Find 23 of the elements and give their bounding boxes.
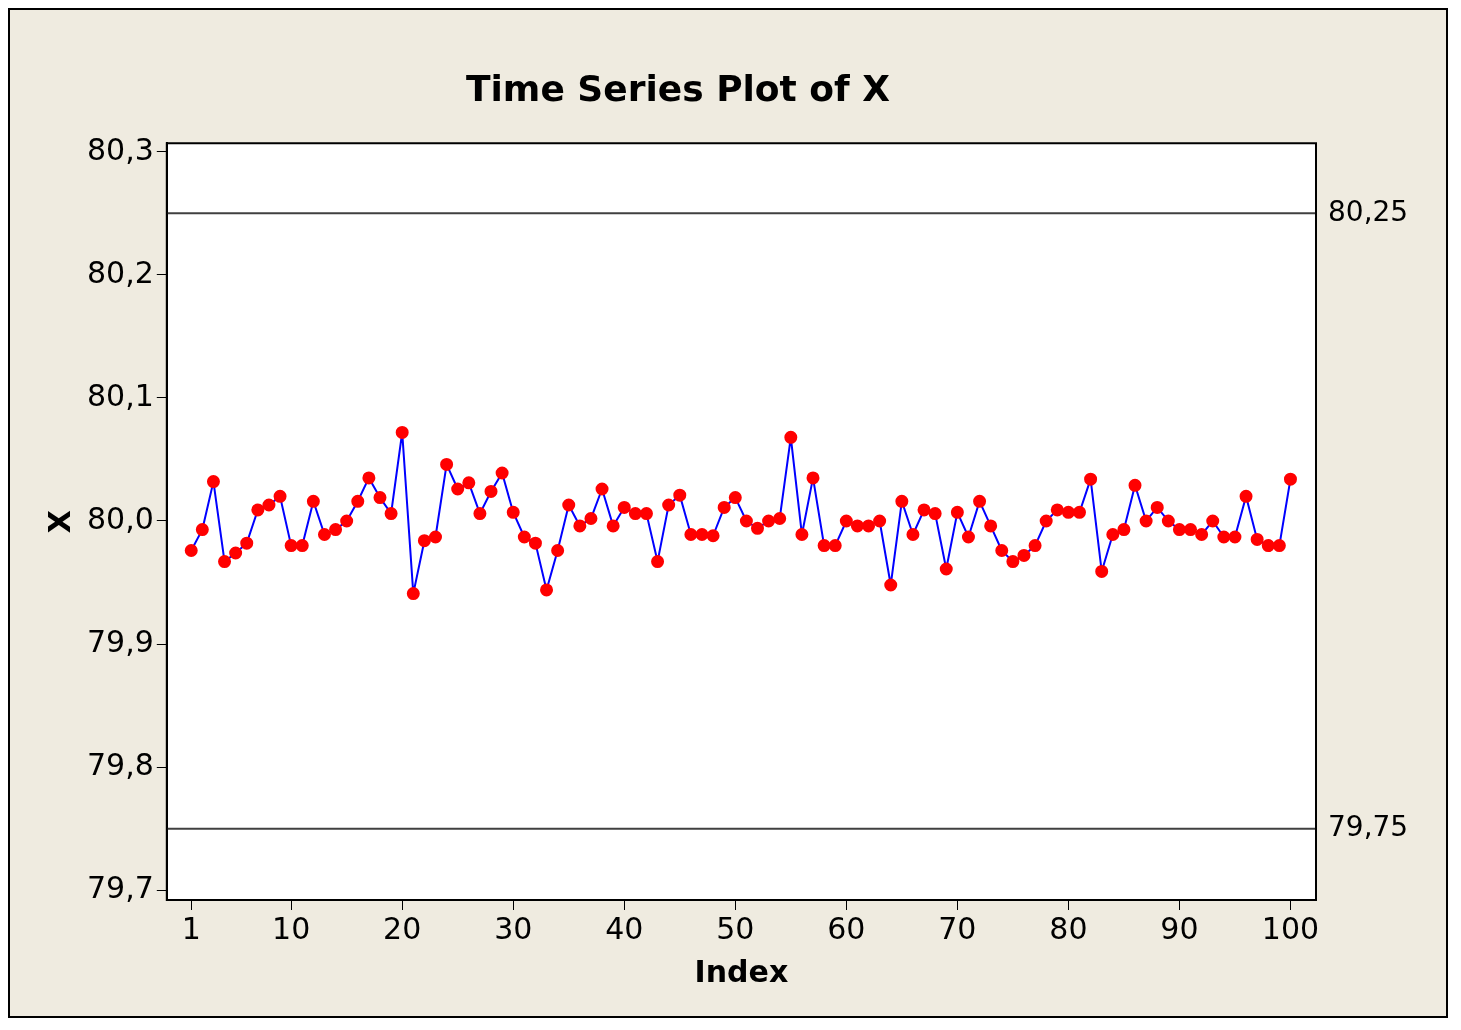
- x-tick-label: 100: [1261, 910, 1320, 946]
- y-tick-label: 79,8: [87, 746, 154, 782]
- y-tick-label: 80,2: [87, 254, 154, 290]
- y-tick-label: 80,0: [87, 500, 154, 536]
- x-tick-label: 60: [827, 910, 866, 946]
- y-tick-label: 80,3: [87, 131, 154, 167]
- ref-line-label: 79,75: [1328, 809, 1409, 843]
- x-tick-label: 30: [494, 910, 533, 946]
- x-tick-label: 90: [1160, 910, 1199, 946]
- x-axis-title: Index: [694, 953, 789, 989]
- x-tick-label: 50: [716, 910, 755, 946]
- x-tick-label: 20: [383, 910, 422, 946]
- x-tick-label: 1: [181, 910, 201, 946]
- x-tick-label: 40: [605, 910, 644, 946]
- x-tick-label: 10: [272, 910, 311, 946]
- chart-title: Time Series Plot of X: [465, 67, 891, 109]
- ref-line-label: 80,25: [1328, 194, 1409, 228]
- x-tick-label: 80: [1049, 910, 1088, 946]
- y-axis-title: X: [41, 510, 77, 534]
- y-tick-label: 80,1: [87, 377, 154, 413]
- x-tick-label: 70: [938, 910, 977, 946]
- y-tick-label: 79,9: [87, 623, 154, 659]
- y-tick-label: 79,7: [87, 869, 154, 905]
